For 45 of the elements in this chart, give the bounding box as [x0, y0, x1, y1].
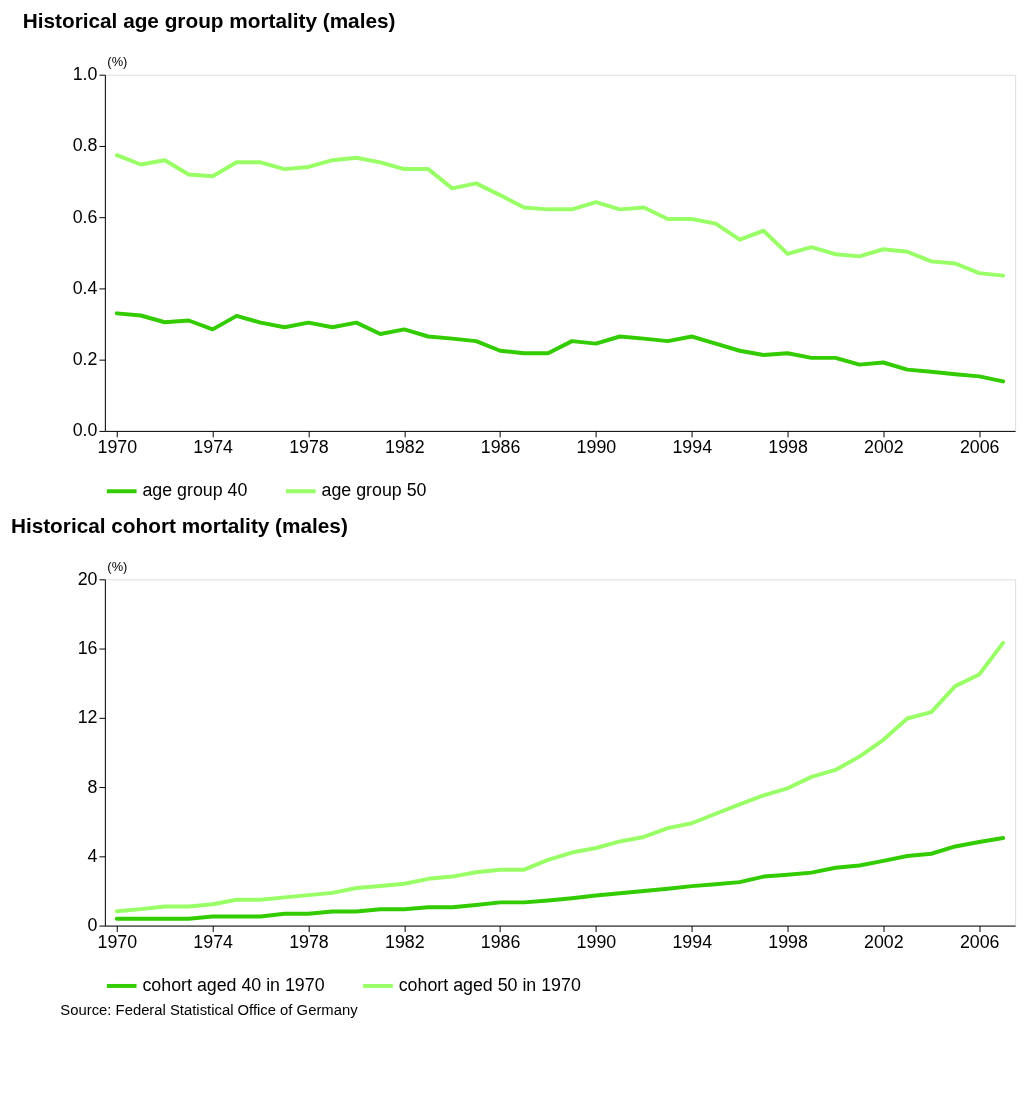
line-series	[114, 153, 1006, 278]
legend-label: age group 40	[142, 480, 248, 501]
y-tick-label: 12	[77, 707, 98, 728]
y-tick-label: 20	[77, 568, 98, 589]
y-tick-label: 0.6	[72, 206, 98, 227]
y-axis-title: (%)	[107, 54, 128, 70]
y-tick-label: 0	[87, 915, 98, 936]
x-tick-label: 1978	[289, 931, 329, 952]
x-tick-label: 1982	[384, 437, 425, 458]
x-tick-label: 1994	[672, 437, 713, 458]
y-tick-label: 1.0	[72, 64, 98, 85]
x-tick-label: 1986	[480, 931, 521, 952]
legend-label: cohort aged 50 in 1970	[398, 974, 581, 995]
y-axis-title: (%)	[107, 558, 128, 574]
source-note: Source: Federal Statistical Office of Germany	[60, 1001, 359, 1018]
line-series	[114, 640, 1006, 914]
chart-title: Historical age group mortality (males)	[22, 9, 396, 33]
x-tick-label: 1998	[768, 931, 808, 952]
x-tick-label: 1970	[97, 437, 138, 458]
y-tick-label: 0.0	[72, 420, 98, 441]
x-tick-label: 1994	[672, 931, 713, 952]
y-tick-label: 4	[87, 845, 98, 866]
y-tick-label: 16	[77, 638, 98, 658]
x-tick-label: 1982	[384, 931, 425, 952]
y-tick-label: 0.4	[72, 277, 98, 298]
line-series	[114, 836, 1006, 921]
x-tick-label: 1990	[576, 437, 617, 458]
x-tick-label: 2002	[864, 437, 904, 458]
line-series	[114, 311, 1006, 384]
x-tick-label: 1974	[193, 437, 234, 458]
x-tick-label: 1978	[289, 437, 329, 458]
y-tick-label: 0.2	[72, 349, 98, 370]
chart-title: Historical cohort mortality (males)	[10, 513, 348, 537]
x-tick-label: 1970	[97, 931, 138, 952]
legend-label: age group 50	[321, 480, 427, 501]
x-tick-label: 2006	[959, 931, 1000, 952]
y-tick-label: 0.8	[72, 135, 98, 156]
x-tick-label: 2002	[864, 931, 904, 952]
x-tick-label: 2006	[959, 437, 1000, 458]
x-tick-label: 1974	[193, 931, 234, 952]
y-tick-label: 8	[87, 776, 98, 797]
x-tick-label: 1990	[576, 931, 617, 952]
x-tick-label: 1986	[480, 437, 521, 458]
x-tick-label: 1998	[768, 437, 808, 458]
legend-label: cohort aged 40 in 1970	[142, 974, 325, 995]
